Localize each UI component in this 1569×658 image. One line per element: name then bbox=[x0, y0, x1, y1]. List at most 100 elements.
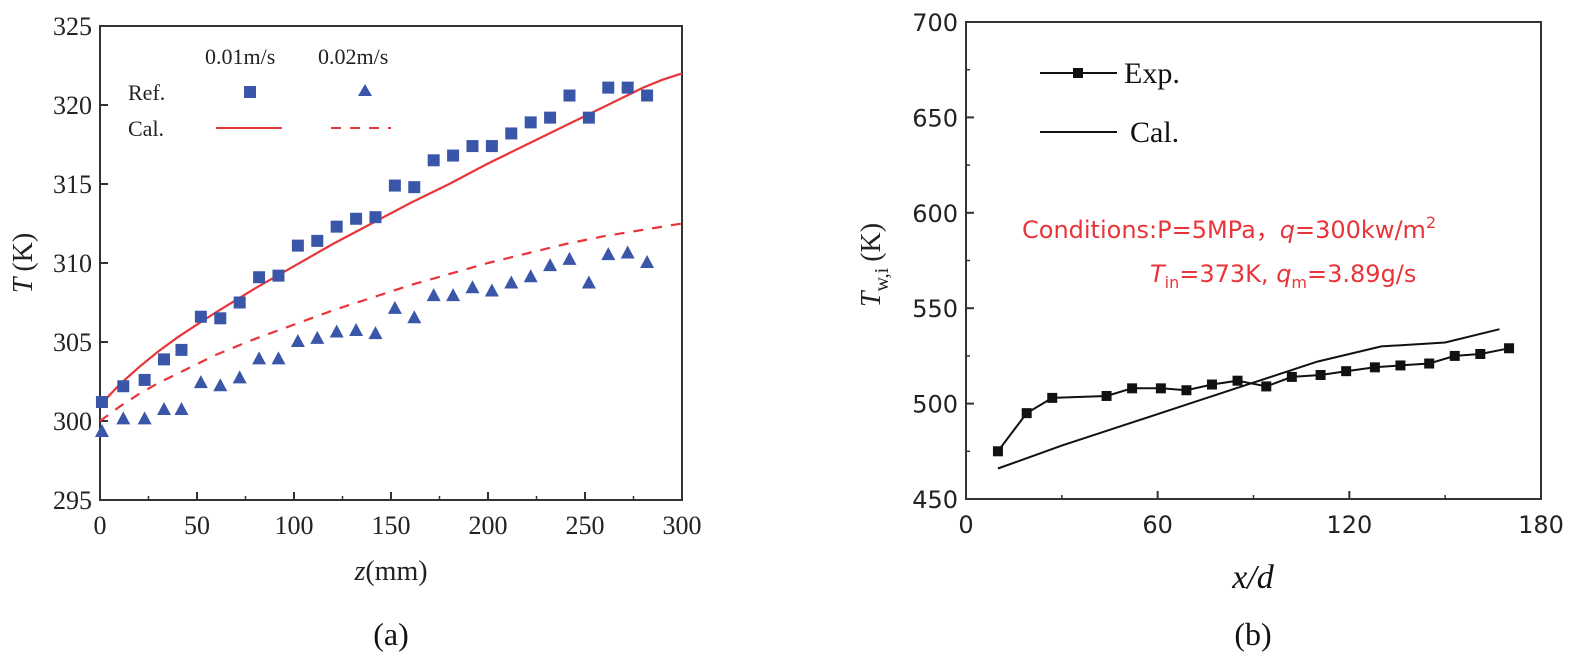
legend-exp-marker bbox=[1073, 68, 1083, 78]
panel-b-y-tick-label: 700 bbox=[912, 9, 958, 37]
ref-square-point bbox=[602, 81, 615, 94]
panel-b-x-tick-label: 120 bbox=[1326, 511, 1372, 539]
panel-a-legend-cal: Cal. bbox=[128, 116, 164, 141]
panel-a-y-tick-label: 305 bbox=[53, 328, 92, 357]
panel-a-x-tick-label: 300 bbox=[663, 511, 702, 540]
conditions-tin: T bbox=[1150, 260, 1167, 288]
exp-square-point bbox=[1504, 343, 1515, 354]
ref-square-point bbox=[621, 81, 634, 94]
exp-square-point bbox=[1369, 362, 1380, 373]
panel-a-legend-col-2: 0.02m/s bbox=[318, 44, 388, 69]
ref-square-point bbox=[214, 312, 227, 325]
exp-square-point bbox=[1206, 379, 1217, 390]
panel-b-series bbox=[992, 328, 1515, 470]
panel-a-x-tick-label: 100 bbox=[275, 511, 314, 540]
panel-a-legend-col-1: 0.01m/s bbox=[205, 44, 275, 69]
ref-triangle-point bbox=[271, 351, 286, 365]
ref-square-point bbox=[291, 239, 304, 252]
exp-square-point bbox=[1232, 375, 1243, 386]
ref-triangle-point bbox=[290, 334, 305, 347]
panel-b-y-tick-label: 500 bbox=[912, 391, 958, 419]
ref-triangle-point bbox=[640, 255, 655, 268]
panel-a-y-tick-label: 315 bbox=[53, 170, 92, 199]
ref-square-point bbox=[95, 396, 108, 409]
ref-square-point bbox=[330, 220, 343, 233]
ref-triangle-point bbox=[543, 258, 558, 272]
panel-a-y-tick-label: 295 bbox=[53, 486, 92, 515]
ref-triangle-point bbox=[329, 324, 344, 338]
exp-square-point bbox=[1155, 383, 1166, 394]
panel-a-x-tick-label: 200 bbox=[469, 511, 508, 540]
panel-a-legend-ref: Ref. bbox=[128, 80, 165, 105]
ref-triangle-point bbox=[484, 283, 499, 297]
panel-b-x-axis-label: x/d bbox=[1231, 559, 1275, 596]
panel-a-y-axis-label: T (K) bbox=[8, 233, 39, 293]
ref-square-point bbox=[233, 296, 246, 309]
panel-a-x-tick-label: 250 bbox=[566, 511, 605, 540]
exp-square-point bbox=[1315, 369, 1326, 380]
exp-square-point bbox=[1395, 360, 1406, 371]
legend-triangle-marker bbox=[358, 84, 372, 96]
ref-square-point bbox=[466, 140, 479, 153]
panel-a-reference-markers bbox=[94, 81, 655, 438]
panel-b-y-tick-label: 550 bbox=[912, 295, 958, 323]
panel-a-y-axis-var: T bbox=[8, 275, 39, 293]
cal-line bbox=[997, 328, 1500, 470]
legend-square-marker bbox=[244, 86, 256, 98]
panel-b-legend-exp: Exp. bbox=[1124, 57, 1180, 90]
conditions-qm: q bbox=[1276, 260, 1291, 288]
ref-square-point bbox=[408, 181, 421, 194]
ref-square-point bbox=[158, 353, 171, 366]
exp-square-point bbox=[1286, 371, 1297, 382]
panel-a-y-tick-label: 325 bbox=[53, 12, 92, 41]
ref-triangle-point bbox=[523, 269, 538, 283]
ref-square-point bbox=[350, 212, 363, 225]
ref-square-point bbox=[485, 140, 498, 153]
exp-square-point bbox=[1101, 390, 1112, 401]
conditions-qm-sub: m bbox=[1291, 273, 1307, 292]
panel-a-x-axis-label: z(mm) bbox=[353, 556, 427, 587]
ref-triangle-point bbox=[213, 378, 228, 392]
ref-square-point bbox=[641, 89, 654, 102]
ref-triangle-point bbox=[465, 280, 480, 294]
panel-a-x-tick-label: 50 bbox=[184, 511, 210, 540]
exp-square-point bbox=[1449, 350, 1460, 361]
panel-a-y-axis-unit: (K) bbox=[8, 233, 39, 272]
conditions-q: q bbox=[1280, 216, 1295, 244]
panel-b-y-tick-label: 450 bbox=[912, 486, 958, 514]
panel-b-y-axis-sub: w,i bbox=[871, 267, 893, 291]
conditions-tin-value: =373K, bbox=[1179, 260, 1276, 288]
ref-square-point bbox=[388, 179, 401, 192]
panel-b-y-axis-label: Tw,i (K) bbox=[856, 223, 893, 307]
cal-dashed-curve bbox=[99, 222, 683, 422]
panel-a-caption: (a) bbox=[373, 616, 409, 652]
exp-square-point bbox=[992, 446, 1003, 457]
ref-square-point bbox=[505, 127, 518, 140]
ref-triangle-point bbox=[252, 351, 267, 365]
panel-a-x-axis-var: z bbox=[353, 556, 365, 587]
ref-triangle-point bbox=[387, 300, 402, 314]
cal-solid-curve bbox=[99, 72, 683, 406]
ref-square-point bbox=[524, 116, 537, 129]
panel-b-y-tick-label: 650 bbox=[912, 104, 958, 132]
panel-a-x-tick-label: 0 bbox=[94, 511, 107, 540]
ref-triangle-point bbox=[581, 275, 596, 289]
panel-a-y-tick-label: 310 bbox=[53, 249, 92, 278]
exp-square-point bbox=[1047, 392, 1058, 403]
conditions-q-sup: 2 bbox=[1426, 213, 1436, 232]
ref-triangle-point bbox=[562, 251, 577, 265]
exp-square-point bbox=[1261, 381, 1272, 392]
ref-square-point bbox=[311, 234, 324, 247]
ref-triangle-point bbox=[137, 411, 152, 425]
panel-b-y-axis-main: T bbox=[856, 289, 887, 307]
exp-square-point bbox=[1181, 385, 1192, 396]
panel-a-ticks: 0 50 100 150 200 250 300 295 300 305 310 315 320 325 bbox=[53, 12, 702, 540]
exp-square-point bbox=[1341, 366, 1352, 377]
panel-a-legend: 0.01m/s 0.02m/s Ref. Cal. bbox=[128, 44, 391, 141]
ref-triangle-point bbox=[620, 245, 635, 259]
ref-triangle-point bbox=[310, 330, 325, 344]
ref-triangle-point bbox=[368, 326, 383, 340]
ref-triangle-point bbox=[446, 288, 461, 302]
